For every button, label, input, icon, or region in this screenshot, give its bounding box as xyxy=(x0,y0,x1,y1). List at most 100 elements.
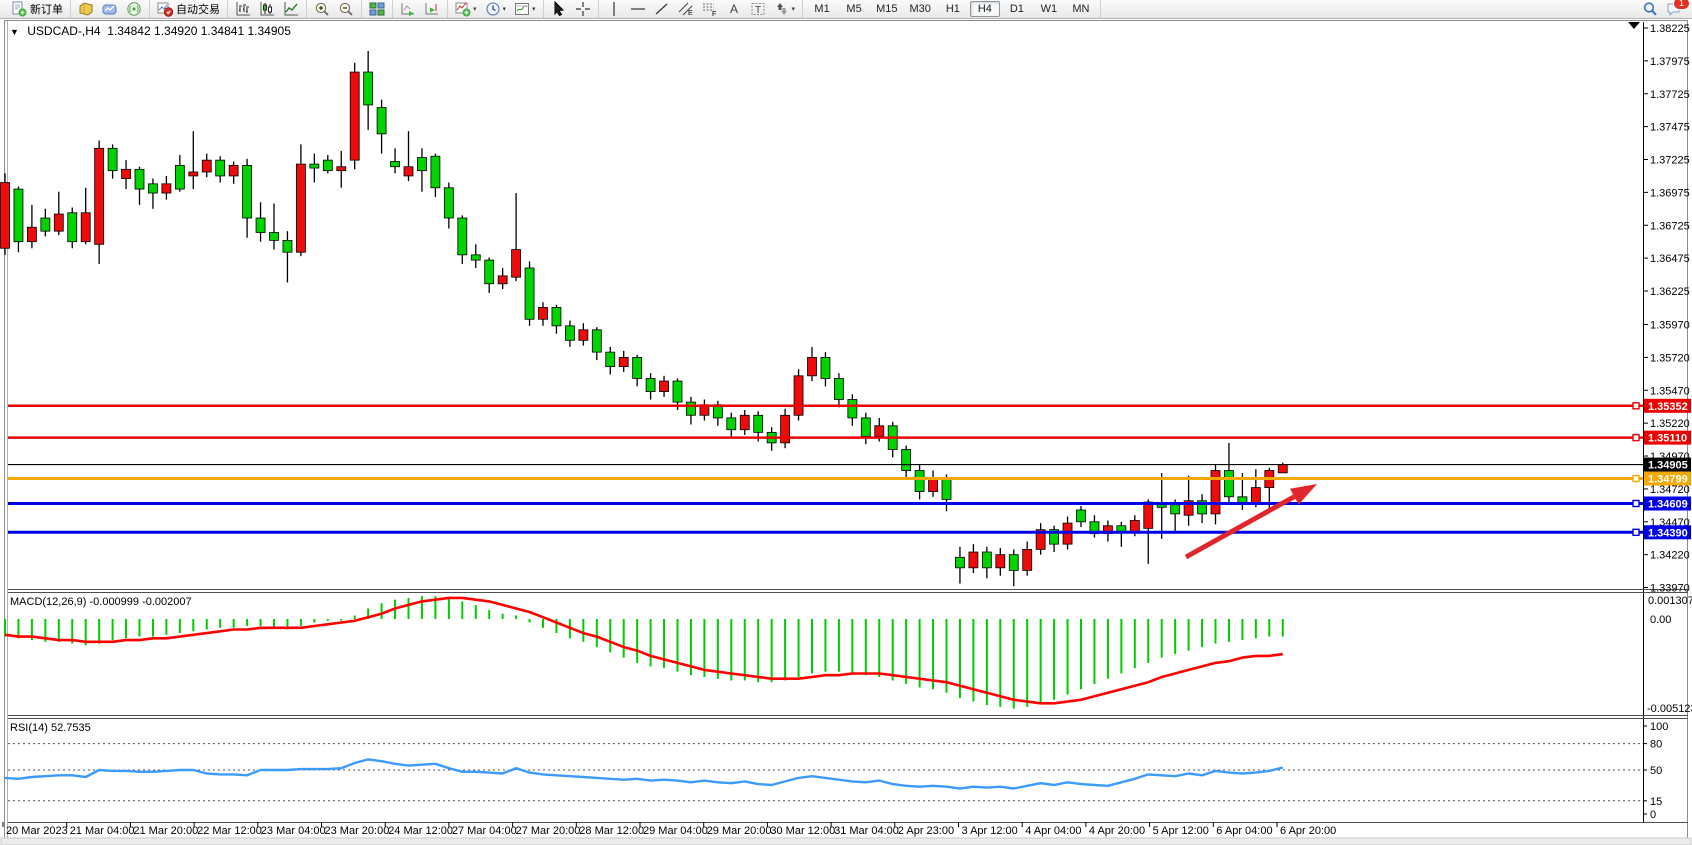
crosshair-button[interactable] xyxy=(572,0,594,18)
text-button[interactable]: A xyxy=(723,0,745,18)
candle xyxy=(0,182,10,249)
timeframe-h1[interactable]: H1 xyxy=(945,3,960,15)
channel-button[interactable]: E xyxy=(675,0,697,18)
label-icon: T xyxy=(750,1,766,17)
chart-shift-button[interactable] xyxy=(421,0,443,18)
hline-handle-support-1[interactable] xyxy=(1632,499,1640,508)
candle xyxy=(618,357,629,368)
rsi-axis-label: 15 xyxy=(1650,796,1662,808)
dropdown-arrow-icon[interactable]: ▾ xyxy=(532,6,536,13)
candle xyxy=(538,307,548,320)
line-chart-button[interactable] xyxy=(280,0,302,18)
candlestick-button[interactable] xyxy=(256,0,278,18)
toolbar-group xyxy=(393,0,448,18)
label-button[interactable]: T xyxy=(747,0,769,18)
price-tick-label: 1.35720 xyxy=(1650,352,1690,364)
periods-button[interactable]: ▾ xyxy=(482,0,510,18)
broadcast-button[interactable] xyxy=(123,0,145,18)
candle xyxy=(901,449,912,471)
timeframe-m30[interactable]: M30 xyxy=(909,3,931,15)
chart-shift-marker-icon[interactable] xyxy=(1628,22,1640,29)
hline-handle-pivot[interactable] xyxy=(1632,474,1640,483)
timeframe-d1[interactable]: D1 xyxy=(1009,3,1024,15)
vline-button[interactable] xyxy=(603,0,625,18)
svg-text:A: A xyxy=(730,2,738,16)
timeframe-w1[interactable]: W1 xyxy=(1040,3,1058,15)
dropdown-arrow-icon[interactable]: ▾ xyxy=(473,6,477,13)
tile-windows-button[interactable] xyxy=(366,0,388,18)
auto-trading-icon xyxy=(157,1,174,17)
rsi-axis-label: 80 xyxy=(1650,739,1662,751)
candle xyxy=(443,187,454,219)
timeframe-h4[interactable]: H4 xyxy=(969,1,1000,17)
timeframe-m5[interactable]: M5 xyxy=(846,3,862,15)
candle xyxy=(470,254,481,261)
trend-arrow-shaft[interactable] xyxy=(1184,494,1296,560)
crosshair-icon xyxy=(575,1,591,17)
time-tick-label: 23 Mar 20:00 xyxy=(325,825,390,837)
cursor-button[interactable] xyxy=(548,0,570,18)
auto-scroll-button[interactable] xyxy=(397,0,419,18)
dropdown-arrow-icon[interactable]: ▾ xyxy=(502,6,507,13)
candle xyxy=(309,163,320,169)
price-tick-label: 1.35220 xyxy=(1650,418,1690,430)
price-label-box-support-1 xyxy=(1644,496,1691,511)
arrows-icon xyxy=(774,1,790,17)
candle xyxy=(1156,504,1167,508)
trendline-button[interactable] xyxy=(651,0,673,18)
dropdown-arrow-icon[interactable]: ▾ xyxy=(791,6,796,13)
time-tick-label: 6 Apr 20:00 xyxy=(1280,825,1336,837)
candle xyxy=(860,417,871,437)
candle xyxy=(807,357,817,377)
main-toolbar: 新订单 自动交易 ▾ ▾ ▾ E F A T ▾ M1 M5 M15 M30 H1 H4 D1 W1 MN 1 xyxy=(0,0,1692,19)
zoom-in-button[interactable] xyxy=(311,0,333,18)
indicators-button[interactable]: ▾ xyxy=(452,0,480,18)
hline-handle-resistance-1[interactable] xyxy=(1632,402,1640,410)
hline-handle-support-2[interactable] xyxy=(1632,528,1640,537)
timeframe-m15[interactable]: M15 xyxy=(876,3,898,15)
candle xyxy=(780,414,790,444)
notification-badge: 1 xyxy=(1673,0,1690,10)
bottom-strip xyxy=(0,837,1692,845)
search-button[interactable] xyxy=(1639,0,1661,18)
profiles-button[interactable] xyxy=(75,0,97,18)
toolbar-group: 新订单 xyxy=(4,0,71,18)
timeframe-m1[interactable]: M1 xyxy=(814,3,830,15)
candle xyxy=(632,357,643,379)
new-order-button[interactable]: 新订单 xyxy=(8,0,66,18)
zoom-out-button[interactable] xyxy=(335,0,357,18)
price-tick-label: 1.37475 xyxy=(1650,122,1690,134)
trend-arrow-head[interactable] xyxy=(1289,484,1317,505)
bar-chart-button[interactable] xyxy=(232,0,254,18)
charts-button[interactable] xyxy=(99,0,121,18)
candle xyxy=(565,325,575,341)
ohlc-low: 1.34841 xyxy=(200,24,245,38)
candle xyxy=(121,168,131,179)
candle xyxy=(914,470,925,492)
fibonacci-button[interactable]: F xyxy=(699,0,721,18)
templates-button[interactable]: ▾ xyxy=(511,0,539,18)
ohlc-open: 1.34842 xyxy=(107,24,151,38)
candle xyxy=(1170,504,1181,515)
hline-handle-resistance-2[interactable] xyxy=(1632,433,1640,442)
candle xyxy=(322,159,333,172)
hline-button[interactable] xyxy=(627,0,649,18)
candle xyxy=(255,217,266,233)
price-label-box-support-2 xyxy=(1644,525,1691,540)
time-tick-label: 5 Apr 12:00 xyxy=(1153,825,1209,837)
candle xyxy=(605,351,616,368)
candle xyxy=(1129,520,1140,533)
candle xyxy=(94,147,105,245)
timeframe-mn[interactable]: MN xyxy=(1072,3,1090,15)
time-tick-label: 31 Mar 04:00 xyxy=(834,825,899,837)
candle xyxy=(1143,501,1154,529)
candle xyxy=(686,401,696,416)
candle xyxy=(1008,554,1019,571)
auto-trading-button[interactable]: 自动交易 xyxy=(154,0,223,18)
arrows-button[interactable]: ▾ xyxy=(771,0,799,18)
notifications-button[interactable]: 1 xyxy=(1663,0,1690,18)
cursor-icon xyxy=(551,0,567,17)
hline-icon xyxy=(630,1,646,17)
chart-collapse-icon[interactable]: ▼ xyxy=(10,27,19,37)
candle xyxy=(430,155,441,189)
